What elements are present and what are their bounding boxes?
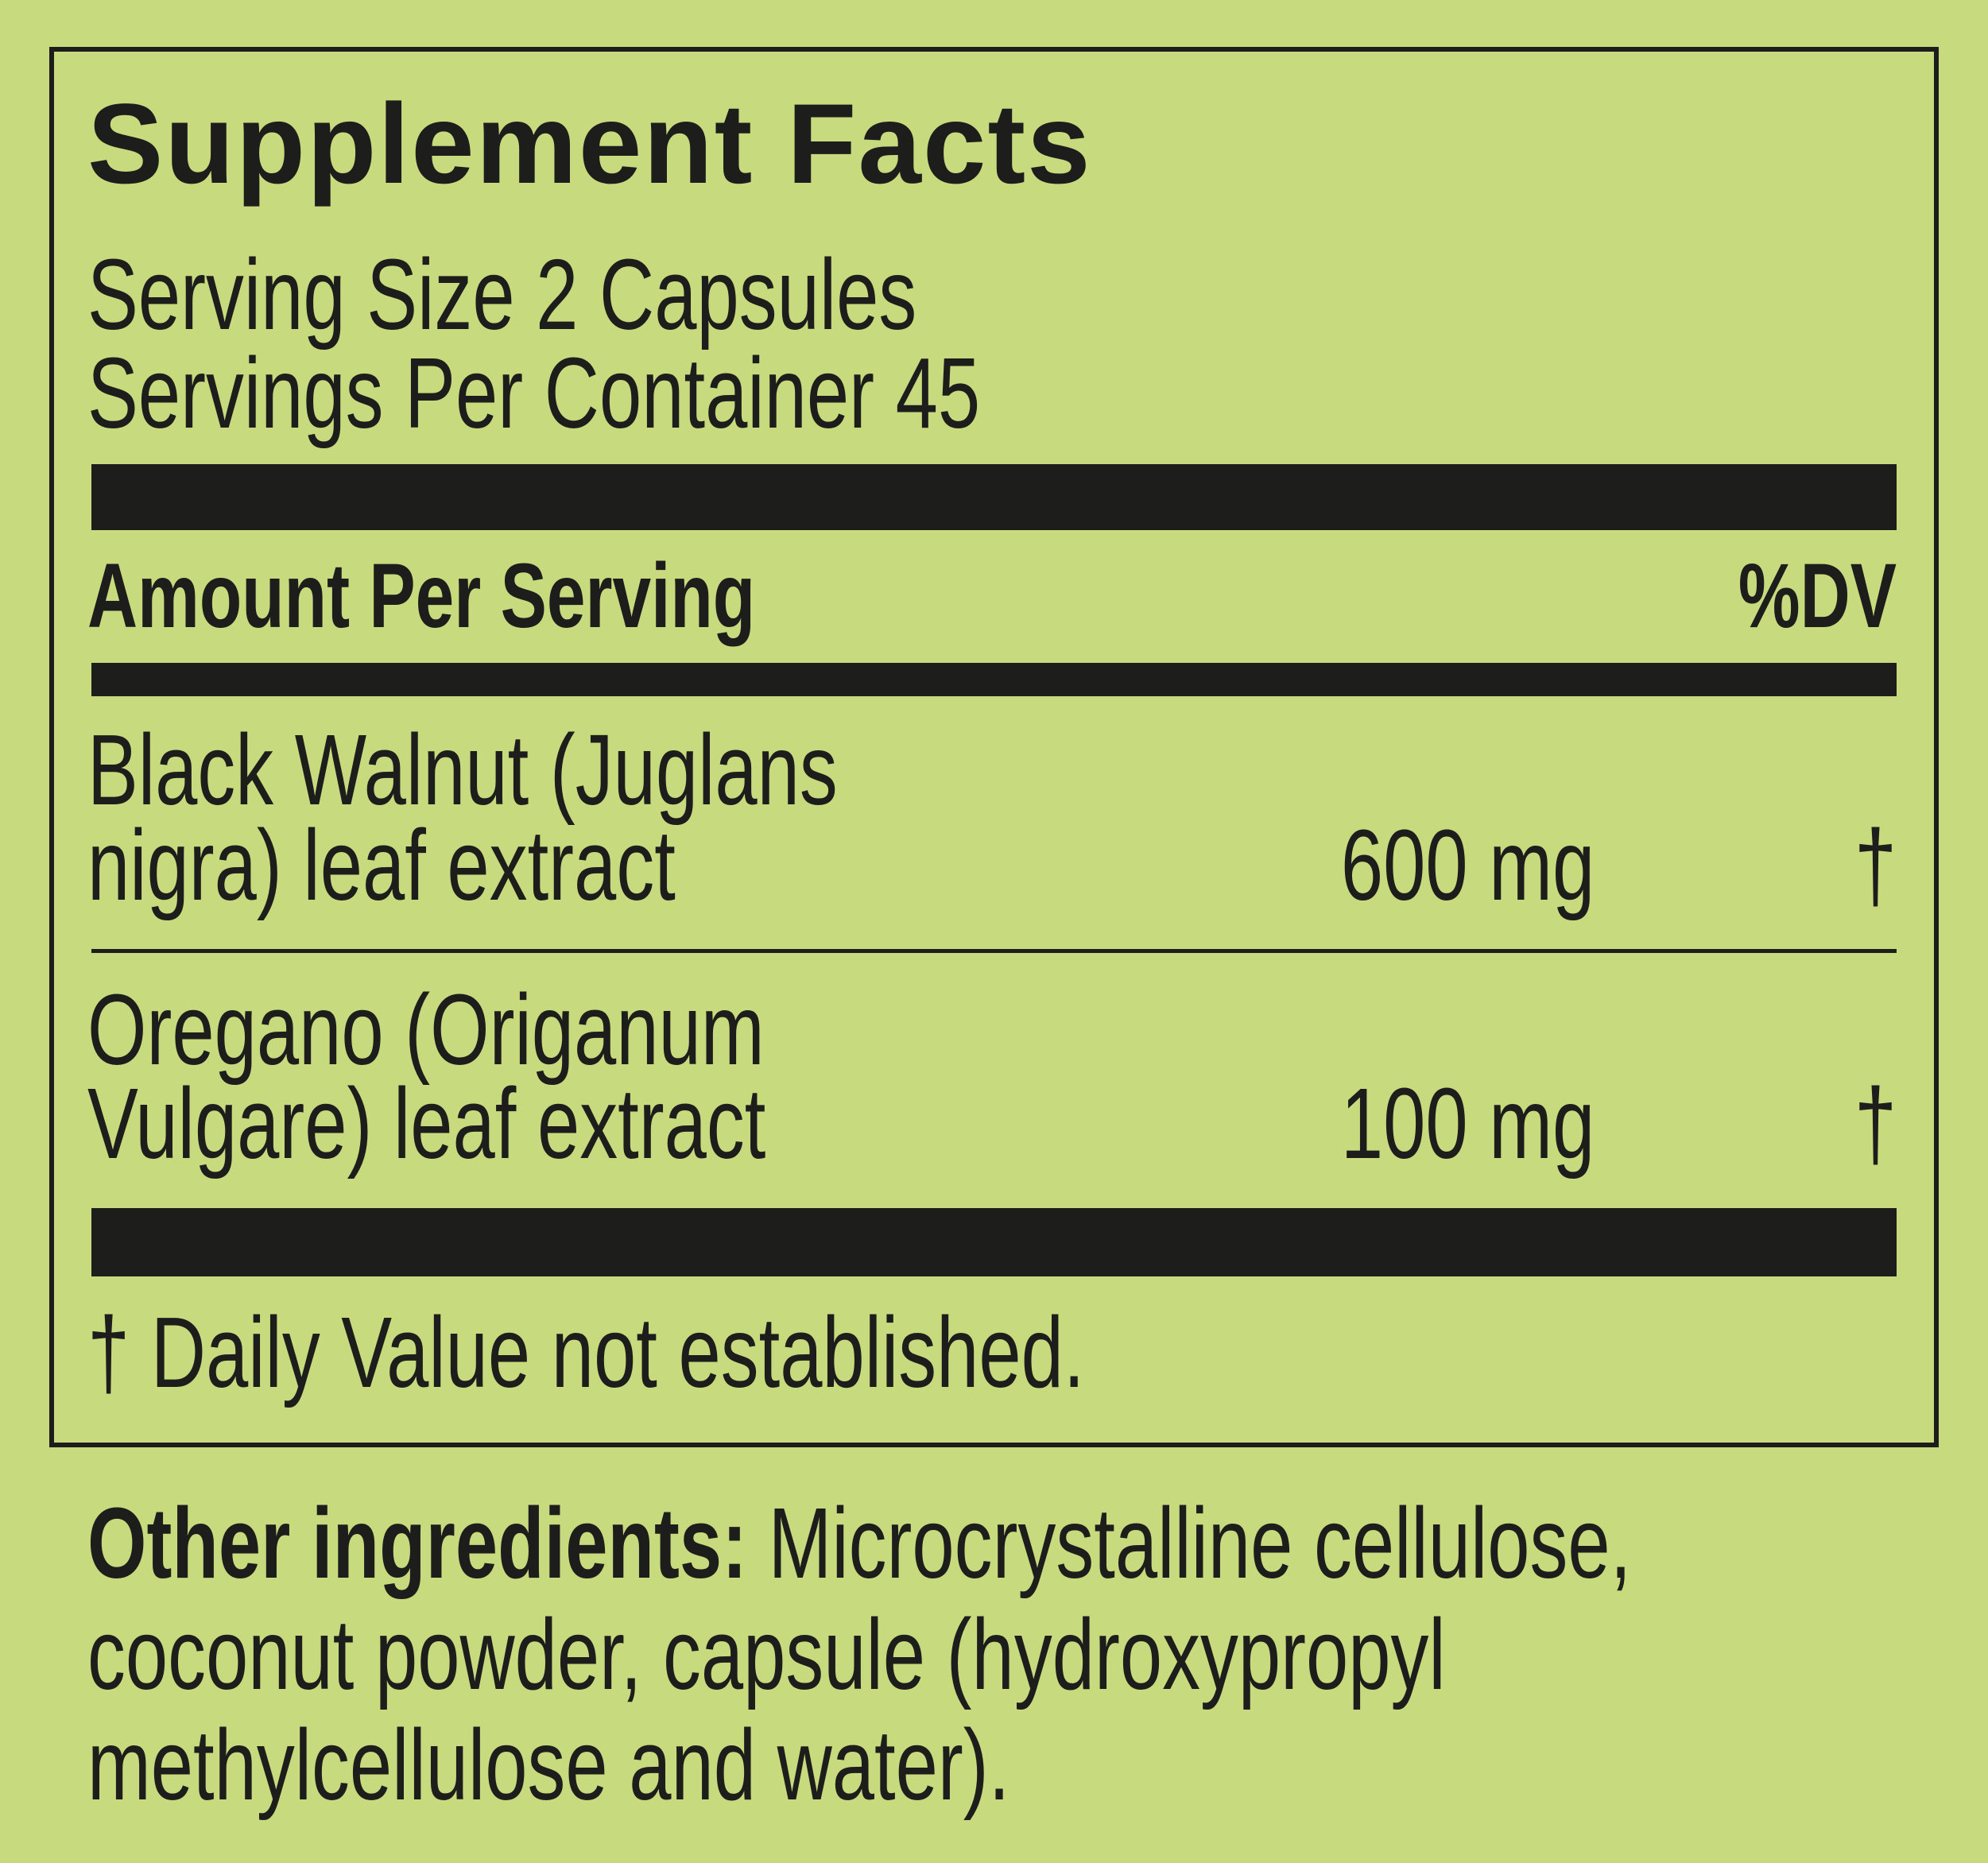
ingredient-name-text: Vulgare) leaf extract <box>87 1067 766 1179</box>
other-ingredients-text: methylcellulose and water). <box>87 1709 1010 1821</box>
ingredient-name-line2: Vulgare) leaf extract <box>87 1074 980 1174</box>
thin-divider <box>91 949 1897 953</box>
ingredient-amount-text: 100 mg <box>1340 1067 1595 1179</box>
other-ingredients-line: coconut powder, capsule (hydroxypropyl <box>87 1605 1874 1705</box>
ingredient-name-line2: nigra) leaf extract <box>87 815 861 916</box>
footnote: † Daily Value not established. <box>87 1303 1400 1403</box>
ingredient-dv: † <box>1841 815 1897 916</box>
ingredient-name-line1: Black Walnut (Juglans <box>87 720 1075 820</box>
amount-per-serving-header: Amount Per Serving <box>87 551 966 642</box>
ingredient-name-text: Oregano (Origanum <box>87 974 765 1086</box>
ingredient-dv: † <box>1841 1074 1897 1174</box>
servings-per-container: Servings Per Container 45 <box>87 343 1262 443</box>
serving-size: Serving Size 2 Capsules <box>87 245 1179 345</box>
thick-divider <box>91 464 1897 530</box>
amount-header-text: Amount Per Serving <box>87 545 756 647</box>
medium-divider <box>91 663 1897 696</box>
dv-header-text: %DV <box>1738 545 1897 647</box>
other-ingredients-line: methylcellulose and water). <box>87 1715 1301 1815</box>
other-ingredients-line: Other ingredients: Microcrystalline cell… <box>87 1493 1988 1594</box>
dv-header: %DV <box>1688 551 1897 642</box>
other-ingredients-label: Other ingredients: <box>87 1487 748 1599</box>
servings-per-container-text: Servings Per Container 45 <box>87 337 981 449</box>
ingredient-amount: 100 mg <box>1261 1074 1595 1174</box>
ingredient-amount: 600 mg <box>1261 815 1595 916</box>
other-ingredients-text: Microcrystalline cellulose, <box>768 1487 1632 1599</box>
footnote-text: † Daily Value not established. <box>87 1296 1085 1408</box>
other-ingredients-text: coconut powder, capsule (hydroxypropyl <box>87 1598 1446 1710</box>
ingredient-name-text: Black Walnut (Juglans <box>87 714 838 826</box>
supplement-facts-panel <box>49 47 1939 1447</box>
ingredient-name-text: nigra) leaf extract <box>87 809 676 921</box>
ingredient-name-line1: Oregano (Origanum <box>87 980 978 1080</box>
serving-size-text: Serving Size 2 Capsules <box>87 238 917 351</box>
dagger-mark: † <box>1854 1067 1897 1179</box>
dagger-mark: † <box>1854 809 1897 921</box>
ingredient-amount-text: 600 mg <box>1340 809 1595 921</box>
thick-divider-bottom <box>91 1208 1897 1276</box>
panel-title: Supplement Facts <box>87 81 1092 207</box>
